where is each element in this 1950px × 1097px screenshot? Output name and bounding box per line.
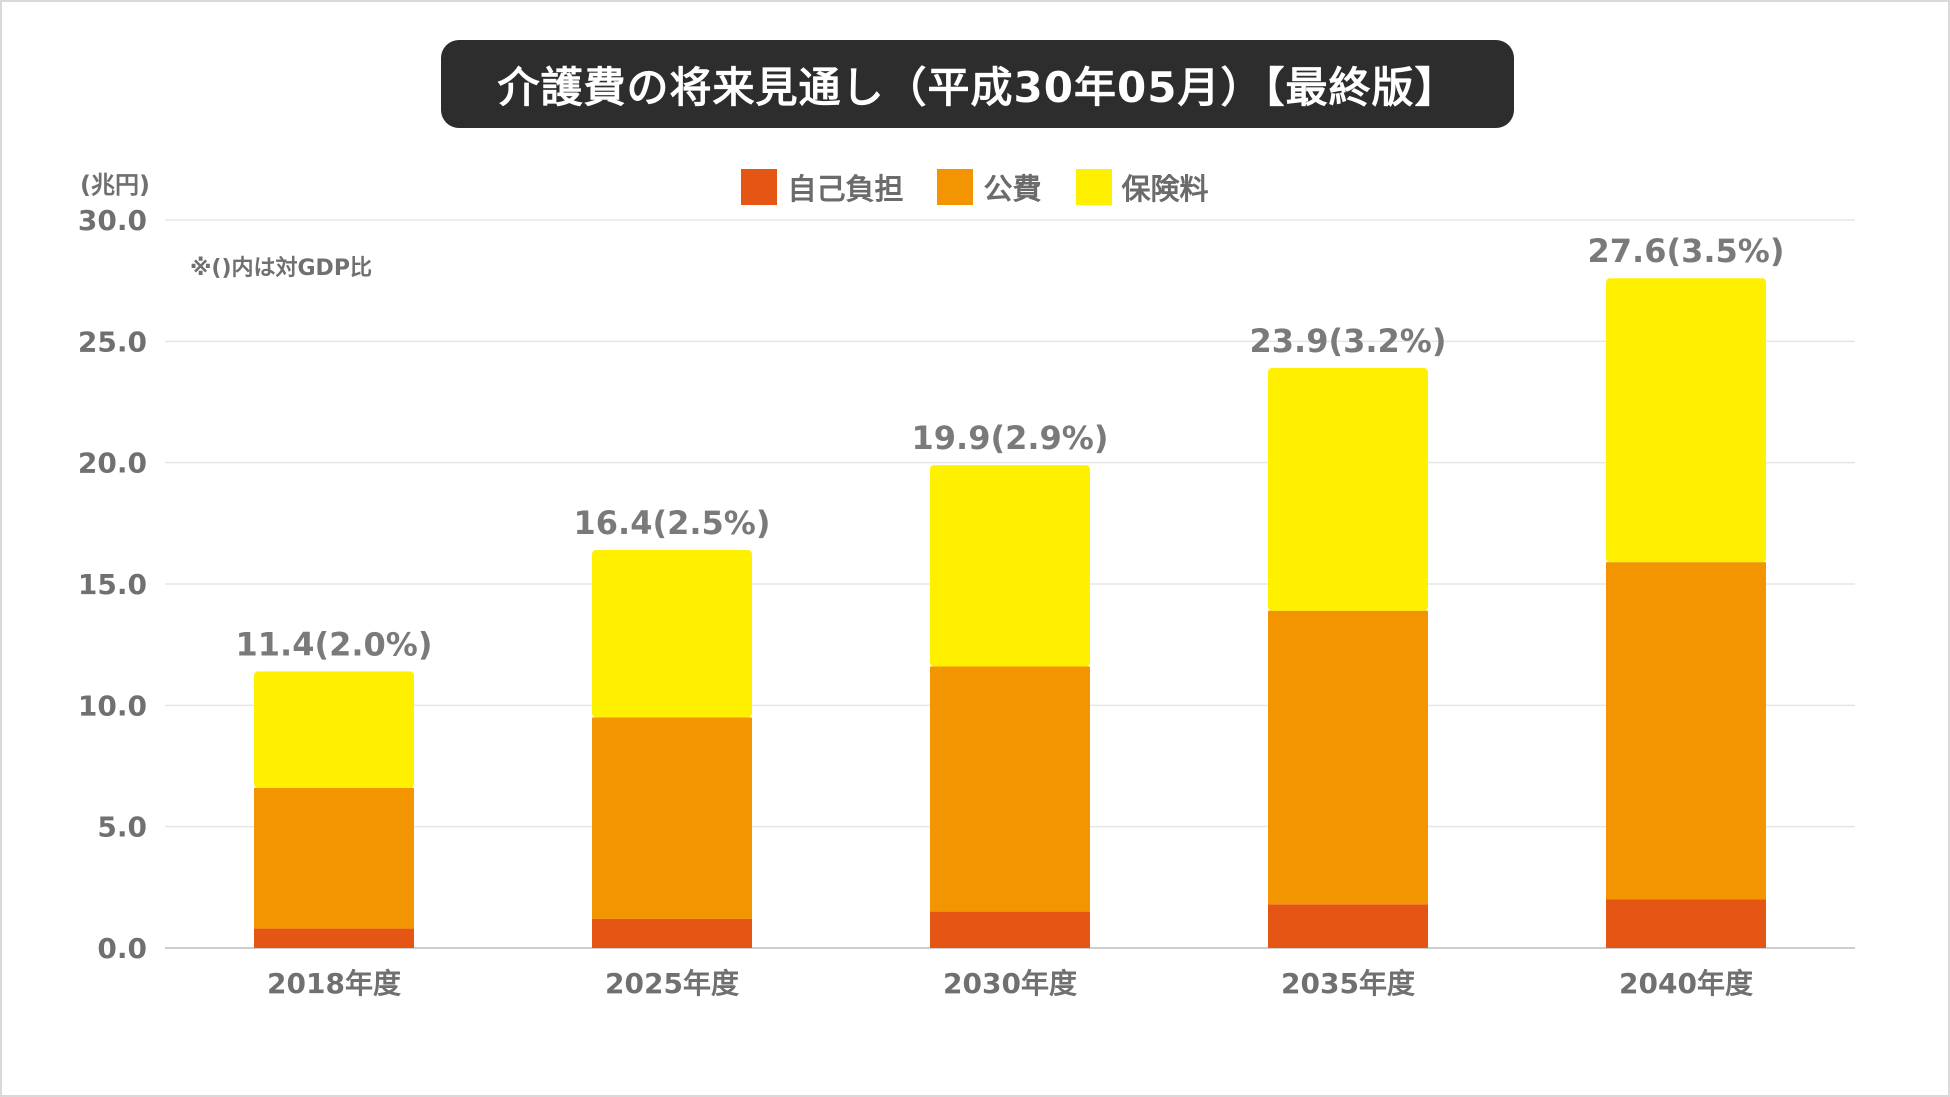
chart-title: 介護費の将来見通し（平成30年05月）【最終版】 xyxy=(497,62,1458,112)
x-category-label: 2018年度 xyxy=(267,967,401,1000)
y-tick-label: 5.0 xyxy=(97,811,147,844)
bar-segment-self-pay xyxy=(1606,899,1766,948)
bars xyxy=(254,278,1766,948)
category-labels: 2018年度 2025年度 2030年度 2035年度 2040年度 xyxy=(267,967,1753,1000)
bar-segment-insurance xyxy=(592,550,752,718)
bar-segment-self-pay xyxy=(1268,904,1428,948)
x-category-label: 2030年度 xyxy=(943,967,1077,1000)
bar-segment-public xyxy=(1268,610,1428,905)
bar-segment-self-pay xyxy=(254,928,414,948)
bar-segment-insurance xyxy=(1606,278,1766,563)
total-labels: 11.4(2.0%) 16.4(2.5%) 19.9(2.9%) 23.9(3.2%)… xyxy=(236,232,1785,663)
legend-swatch-insurance xyxy=(1075,169,1112,205)
legend: 自己負担 公費 保険料 xyxy=(2,162,1948,212)
legend-label-insurance: 保険料 xyxy=(1121,172,1209,206)
legend-label-self-pay: 自己負担 xyxy=(787,172,904,206)
y-tick-label: 20.0 xyxy=(78,447,147,480)
bar-segment-public xyxy=(930,666,1090,912)
bar-segment-public xyxy=(254,787,414,929)
bar-segment-public xyxy=(1606,562,1766,900)
legend-item-insurance: 保険料 xyxy=(1075,166,1209,208)
y-tick-label: 15.0 xyxy=(78,568,147,601)
legend-item-public: 公費 xyxy=(937,166,1042,208)
total-value-label: 23.9(3.2%) xyxy=(1250,322,1447,360)
total-value-label: 16.4(2.5%) xyxy=(574,504,771,542)
bar-segment-self-pay xyxy=(592,918,752,948)
legend-label-public: 公費 xyxy=(983,172,1042,206)
bar-segment-insurance xyxy=(930,465,1090,667)
bar-segment-public xyxy=(592,717,752,919)
total-value-label: 19.9(2.9%) xyxy=(912,419,1109,457)
y-tick-label: 30.0 xyxy=(78,204,147,237)
x-category-label: 2025年度 xyxy=(605,967,739,1000)
bar-segment-insurance xyxy=(254,671,414,788)
title-banner: 介護費の将来見通し（平成30年05月）【最終版】 xyxy=(441,40,1514,128)
y-axis-ticks: 0.0 5.0 10.0 15.0 20.0 25.0 30.0 xyxy=(78,204,147,965)
legend-item-self-pay: 自己負担 xyxy=(741,166,903,208)
legend-swatch-public xyxy=(937,169,974,205)
bar-segment-insurance xyxy=(1268,368,1428,611)
y-axis-unit-label: (兆円) xyxy=(80,171,150,199)
x-category-label: 2040年度 xyxy=(1619,967,1753,1000)
x-category-label: 2035年度 xyxy=(1281,967,1415,1000)
y-tick-label: 10.0 xyxy=(78,689,147,722)
y-tick-label: 0.0 xyxy=(97,932,147,965)
bar-segment-self-pay xyxy=(930,911,1090,948)
total-value-label: 27.6(3.5%) xyxy=(1588,232,1785,270)
total-value-label: 11.4(2.0%) xyxy=(236,625,433,663)
gdp-ratio-note: ※()内は対GDP比 xyxy=(190,256,372,281)
legend-swatch-self-pay xyxy=(741,169,778,205)
y-tick-label: 25.0 xyxy=(78,325,147,358)
